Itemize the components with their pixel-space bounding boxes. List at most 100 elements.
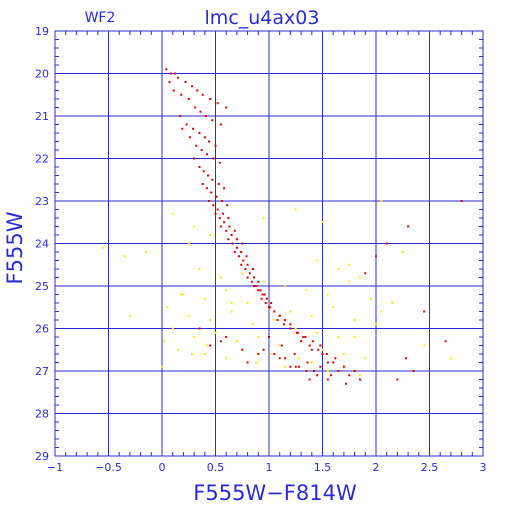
data-point [235,238,238,241]
data-point [220,200,223,202]
data-point [326,370,329,372]
data-point [225,229,228,232]
data-point [334,357,337,360]
data-point [128,314,131,317]
data-point [306,361,309,364]
y-tick-label: 20 [35,68,49,81]
y-tick-label: 27 [35,365,49,378]
data-point [391,302,394,304]
data-point [177,348,180,351]
x-tick-labels: −1 −0.5 0 0.5 1 1.5 2 2.5 3 [47,461,487,474]
data-point [212,157,215,160]
data-point [404,357,407,360]
x-tick-label: 1.5 [314,461,332,474]
data-point [385,242,388,245]
data-point [380,200,383,202]
data-point [423,310,426,313]
data-point [161,365,163,368]
data-point [460,200,463,202]
data-point [215,195,218,198]
data-point [211,178,214,181]
data-point [209,319,212,321]
data-point [194,106,197,109]
data-point [261,293,264,296]
data-point [218,217,221,219]
data-point [230,302,233,304]
data-point [305,370,308,372]
data-point [282,323,285,326]
data-point [226,204,229,207]
data-point [321,353,324,355]
data-point [199,110,202,113]
data-point [401,251,404,253]
data-point [342,365,345,368]
data-point [284,357,287,360]
data-point [192,127,195,130]
data-point [214,144,217,147]
data-point [209,344,212,347]
x-tick-label: 2 [373,461,380,474]
data-point [348,263,351,266]
data-point [214,331,217,334]
data-point [179,115,182,117]
y-tick-label: 24 [35,238,49,251]
data-point [251,323,254,326]
y-tick-label: 23 [35,195,49,208]
data-point [193,225,196,228]
data-point [165,68,168,71]
data-point [280,344,283,347]
y-axis-title: F555W [3,211,27,284]
data-point [353,336,356,338]
data-point [353,319,356,321]
data-point [358,276,361,279]
data-point [171,327,174,330]
data-point [240,263,243,266]
data-point [227,217,230,219]
data-point [201,93,204,96]
data-point [216,208,219,211]
data-point [332,306,335,309]
data-point [345,382,348,385]
data-point [217,183,220,185]
data-point [245,255,248,258]
y-tick-label: 25 [35,280,49,293]
data-point [284,285,287,287]
data-point [337,268,340,270]
data-point [337,370,340,372]
data-point [337,336,340,338]
x-tick-label: 0 [159,461,166,474]
data-point [375,255,377,258]
data-point [198,132,201,134]
data-point [332,361,335,364]
data-point [204,115,207,117]
data-point [209,234,212,236]
data-point [205,153,208,156]
grid-lines [55,31,483,456]
data-point [180,293,183,296]
data-point [187,98,190,100]
data-point [321,348,324,351]
data-point [182,293,185,296]
data-point [269,306,272,309]
data-point [284,319,287,321]
data-point [289,365,292,368]
data-point [177,76,180,79]
data-point [449,357,452,360]
data-point [233,229,236,232]
x-tick-label: −1 [47,461,63,474]
data-point [190,353,193,355]
data-point [358,374,361,377]
y-tick-labels: 19 20 21 22 23 24 25 26 27 28 29 [35,25,49,463]
data-point [257,353,260,355]
data-point [244,268,247,270]
data-point [353,370,356,372]
data-point [294,365,297,368]
data-point [304,336,307,338]
data-point [364,357,367,360]
data-point [317,348,320,351]
data-point [214,212,217,215]
data-point [218,161,221,164]
data-point [278,344,281,347]
